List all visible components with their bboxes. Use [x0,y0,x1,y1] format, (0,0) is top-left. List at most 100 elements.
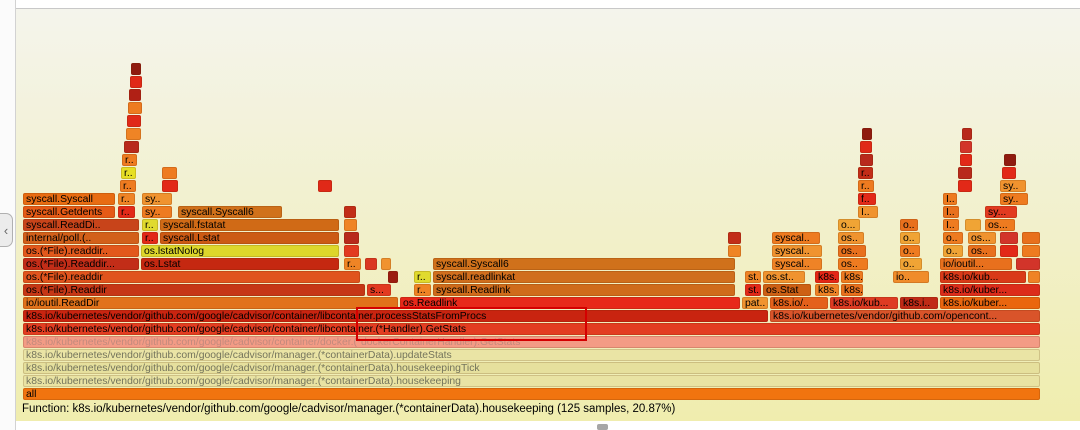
flame-frame[interactable]: k8s.. [841,271,863,283]
flame-frame[interactable]: os... [985,219,1015,231]
flame-frame[interactable]: I.. [943,219,959,231]
flame-frame[interactable] [1022,232,1040,244]
flame-frame[interactable] [960,141,972,153]
flame-frame[interactable]: k8s.. [815,284,839,296]
flame-frame[interactable]: f.. [858,193,876,205]
flame-frame[interactable] [318,180,332,192]
flame-frame[interactable]: syscal.. [772,258,822,270]
panel-collapse-button[interactable]: ‹ [0,213,13,247]
flame-frame[interactable]: r.. [142,232,158,244]
flame-frame[interactable] [1000,245,1018,257]
flame-frame[interactable]: syscall.ReadDi.. [23,219,139,231]
flame-frame[interactable] [860,154,873,166]
flame-frame[interactable]: os.. [968,245,996,257]
scrollbar-thumb[interactable] [597,424,608,430]
flame-frame[interactable] [131,63,141,75]
flame-frame[interactable] [127,115,141,127]
flame-frame[interactable]: io/ioutil.ReadDir [23,297,398,309]
flame-frame[interactable]: os.(*File).Readdir [23,284,365,296]
flame-frame[interactable] [958,180,972,192]
flame-frame[interactable]: pat.. [742,297,768,309]
flame-frame[interactable]: syscal.. [772,232,820,244]
flame-frame[interactable] [381,258,391,270]
flame-frame[interactable]: r.. [414,284,431,296]
flame-frame[interactable]: os.. [838,245,866,257]
flame-frame[interactable]: os.(*File).Readdir... [23,258,139,270]
flame-frame[interactable]: o.. [900,245,920,257]
flame-frame[interactable] [130,76,142,88]
flame-frame[interactable]: syscall.Syscall6 [178,206,282,218]
flame-frame[interactable]: k8s.io/kubernetes/vendor/github.com/goog… [23,349,1040,361]
flame-frame[interactable]: I.. [943,193,957,205]
flame-frame[interactable]: k8s.io/kubernetes/vendor/github.com/open… [770,310,1040,322]
flame-frame[interactable]: sy.. [142,206,172,218]
flame-frame[interactable] [344,206,356,218]
flame-frame[interactable]: os.Lstat [141,258,339,270]
flame-frame[interactable]: os.Readlink [400,297,740,309]
flame-frame[interactable]: s... [367,284,391,296]
flame-frame[interactable] [162,180,178,192]
flame-frame[interactable] [862,128,872,140]
flame-frame[interactable]: I.. [858,206,878,218]
flame-frame[interactable]: k8s.. [815,271,839,283]
flame-frame[interactable]: sy.. [142,193,172,205]
flame-frame[interactable] [365,258,377,270]
flame-frame[interactable]: r.. [858,180,874,192]
flame-frame[interactable] [1000,232,1018,244]
flame-frame[interactable]: syscall.Lstat [160,232,339,244]
flame-frame[interactable] [958,167,972,179]
flame-frame[interactable]: r.. [344,258,361,270]
flame-frame[interactable] [728,245,741,257]
flame-frame[interactable] [344,232,359,244]
flame-frame[interactable]: syscall.Readlink [433,284,735,296]
flame-frame[interactable] [129,89,141,101]
flame-frame[interactable]: io/ioutil... [940,258,1012,270]
flame-frame[interactable]: sy... [985,206,1017,218]
flame-frame[interactable]: syscall.readlinkat [433,271,735,283]
flame-frame[interactable]: o... [838,219,860,231]
flame-frame[interactable]: internal/poll.(.. [23,232,139,244]
flame-frame[interactable]: os.. [838,232,864,244]
flame-frame[interactable] [965,219,981,231]
flame-frame[interactable]: all [23,388,1040,400]
flame-frame[interactable]: sy.. [1000,180,1026,192]
flame-frame[interactable]: os.lstatNolog [141,245,339,257]
flame-frame[interactable]: k8s.io/kubernetes/vendor/github.com/goog… [23,310,768,322]
flame-frame[interactable]: os... [968,232,996,244]
flame-frame[interactable]: os.(*File).readdir.. [23,245,139,257]
flame-frame[interactable]: k8s.io/kuber... [940,284,1040,296]
flame-frame[interactable]: sy.. [1000,193,1028,205]
flame-frame[interactable] [1028,271,1040,283]
flame-frame[interactable]: k8s.io/kuber... [940,297,1040,309]
flame-frame[interactable]: k8s.io/kubernetes/vendor/github.com/goog… [23,362,1040,374]
flame-frame[interactable] [962,128,972,140]
flame-frame[interactable]: o.. [900,232,920,244]
flame-frame[interactable]: r.. [122,154,137,166]
flame-frame[interactable]: o.. [900,258,922,270]
flame-frame[interactable]: r.. [118,206,135,218]
flame-frame[interactable]: r.. [142,219,158,231]
flame-frame[interactable]: os.st.. [763,271,805,283]
flame-frame[interactable] [128,102,142,114]
flame-frame[interactable] [1002,167,1016,179]
flame-frame[interactable] [388,271,398,283]
flame-frame[interactable] [344,245,359,257]
flame-frame[interactable] [124,141,139,153]
flame-frame[interactable]: os.. [838,258,868,270]
flame-frame[interactable]: k8s.io/kubernetes/vendor/github.com/goog… [23,375,1040,387]
flame-frame[interactable]: st.. [745,271,761,283]
flame-frame[interactable]: io.. [893,271,929,283]
flame-frame[interactable]: k8s.io/.. [770,297,828,309]
flame-frame[interactable]: r.. [121,167,136,179]
flame-frame[interactable]: r.. [118,193,135,205]
flame-frame[interactable] [1022,245,1040,257]
flame-frame[interactable]: syscall.Syscall [23,193,115,205]
flame-frame[interactable] [126,128,141,140]
flame-frame[interactable]: st.. [745,284,761,296]
flame-frame[interactable]: o.. [900,219,918,231]
flame-frame[interactable]: k8s.io/kubernetes/vendor/github.com/goog… [23,323,1040,335]
flame-frame[interactable]: o.. [943,245,963,257]
flame-frame[interactable]: syscall.Getdents [23,206,115,218]
flame-frame[interactable]: I.. [943,206,959,218]
flame-frame[interactable] [728,232,741,244]
